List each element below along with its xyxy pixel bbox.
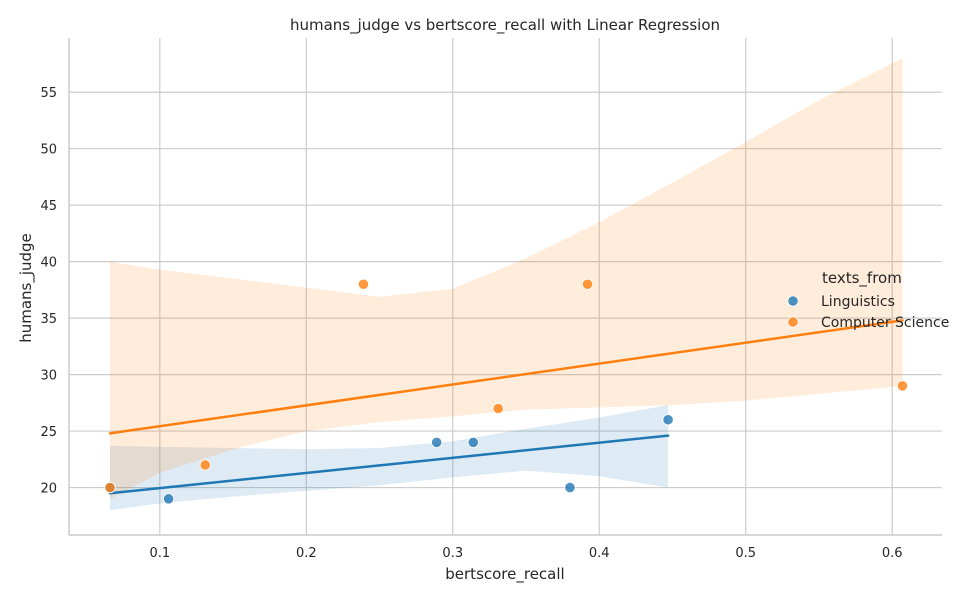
x-tick-label: 0.3 — [442, 546, 463, 561]
y-tick-label: 35 — [40, 312, 57, 327]
confidence-bands — [110, 58, 903, 511]
regression-lines — [108, 319, 904, 495]
confidence-band-0 — [110, 405, 669, 511]
legend-marker-0 — [787, 295, 799, 307]
data-point-1 — [357, 278, 370, 290]
x-tick-label: 0.5 — [735, 546, 756, 561]
legend: texts_from Linguistics Computer Science — [787, 269, 949, 331]
regression-line-0 — [108, 434, 670, 495]
data-point-1 — [896, 380, 909, 392]
data-point-0 — [163, 493, 175, 505]
legend-label-0: Linguistics — [821, 294, 895, 310]
y-tick-label: 40 — [40, 256, 57, 271]
y-tick-label: 50 — [40, 143, 57, 158]
legend-title: texts_from — [822, 269, 902, 288]
data-point-0 — [564, 481, 576, 494]
x-tick-label: 0.6 — [882, 546, 903, 561]
data-points — [104, 278, 909, 505]
data-point-1 — [199, 459, 211, 471]
legend-label-1: Computer Science — [821, 315, 949, 331]
data-point-1 — [104, 481, 116, 494]
y-tick-label: 25 — [40, 425, 57, 440]
data-point-0 — [662, 414, 674, 426]
data-point-1 — [581, 278, 594, 290]
chart-title: humans_judge vs bertscore_recall with Li… — [290, 16, 720, 35]
x-tick-label: 0.2 — [296, 546, 317, 561]
y-tick-label: 45 — [40, 199, 57, 214]
data-point-0 — [431, 436, 443, 448]
tick-labels: 0.1 0.2 0.3 0.4 0.5 0.6 20 25 30 35 40 45 50 55 — [40, 86, 902, 561]
y-axis-label: humans_judge — [17, 233, 36, 343]
legend-marker-1 — [787, 316, 799, 328]
x-axis-label: bertscore_recall — [445, 565, 564, 584]
data-point-1 — [492, 402, 504, 415]
y-tick-label: 30 — [40, 369, 57, 384]
data-point-0 — [467, 436, 479, 448]
x-tick-label: 0.1 — [149, 546, 170, 561]
confidence-band-1 — [110, 58, 903, 499]
y-tick-label: 20 — [40, 482, 57, 497]
regression-line-1 — [108, 319, 904, 435]
axes — [68, 38, 942, 536]
y-tick-label: 55 — [40, 86, 57, 101]
x-tick-label: 0.4 — [589, 546, 610, 561]
